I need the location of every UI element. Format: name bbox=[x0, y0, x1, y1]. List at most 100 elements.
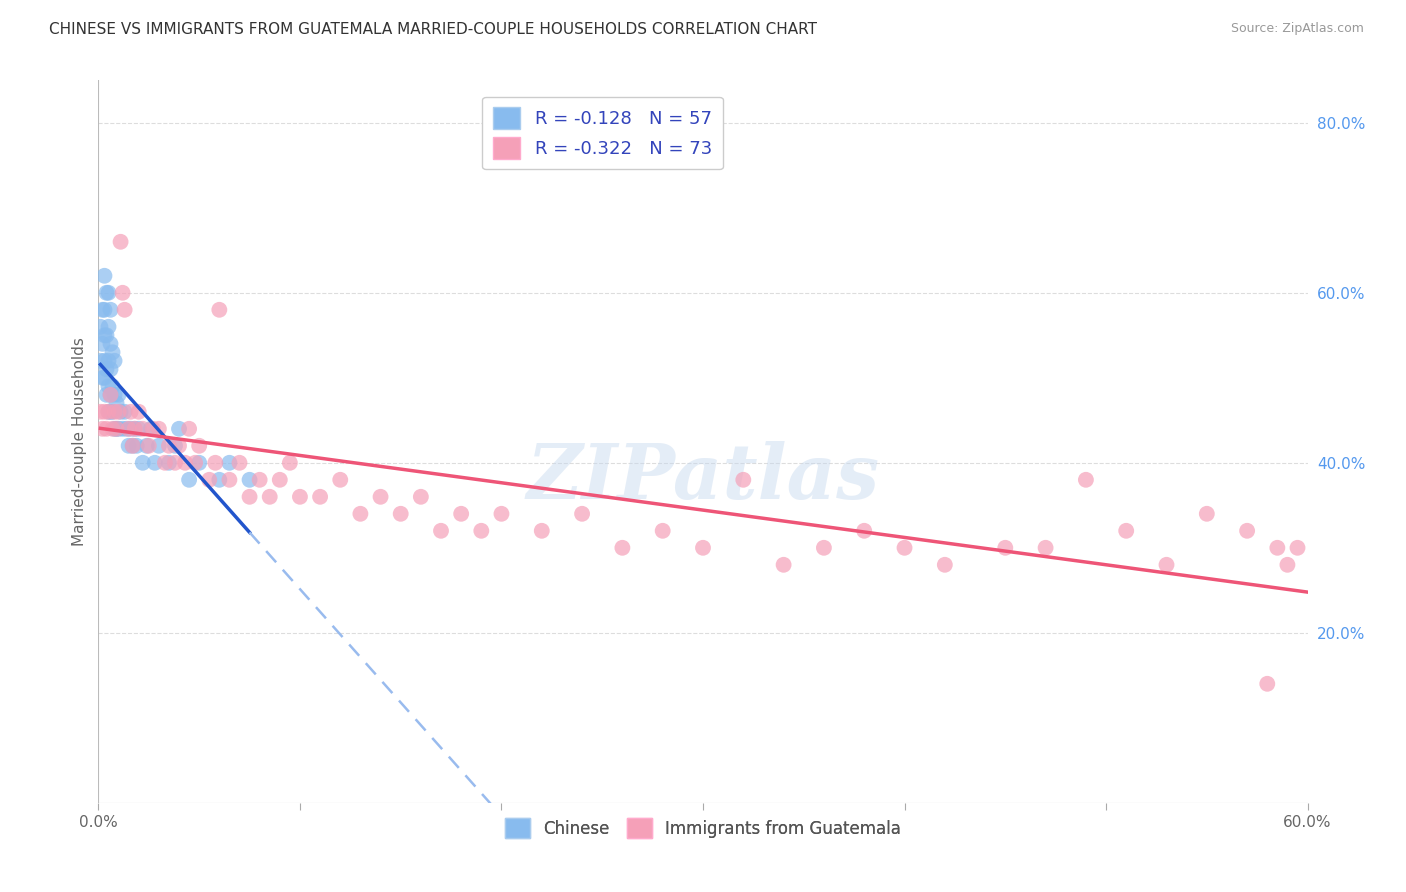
Point bbox=[167, 422, 190, 436]
Point bbox=[100, 302, 122, 317]
Point bbox=[96, 388, 118, 402]
Point bbox=[118, 439, 141, 453]
Point bbox=[107, 388, 129, 402]
Y-axis label: Married-couple Households: Married-couple Households bbox=[72, 337, 87, 546]
Point bbox=[409, 490, 432, 504]
Point bbox=[853, 524, 876, 538]
Point bbox=[89, 405, 111, 419]
Point bbox=[813, 541, 835, 555]
Point bbox=[1236, 524, 1258, 538]
Point bbox=[100, 388, 122, 402]
Point bbox=[111, 285, 134, 300]
Point bbox=[198, 473, 221, 487]
Point bbox=[163, 456, 186, 470]
Point bbox=[139, 422, 162, 436]
Point bbox=[103, 405, 125, 419]
Text: ZIPatlas: ZIPatlas bbox=[526, 441, 880, 515]
Point bbox=[103, 353, 125, 368]
Point bbox=[1156, 558, 1178, 572]
Point bbox=[218, 473, 240, 487]
Point bbox=[100, 336, 122, 351]
Point bbox=[93, 371, 115, 385]
Point bbox=[120, 405, 142, 419]
Point bbox=[110, 235, 132, 249]
Point bbox=[157, 456, 180, 470]
Point bbox=[142, 422, 165, 436]
Point bbox=[124, 422, 146, 436]
Point bbox=[105, 422, 128, 436]
Point bbox=[934, 558, 956, 572]
Point bbox=[114, 302, 136, 317]
Point bbox=[105, 396, 128, 410]
Point bbox=[120, 422, 142, 436]
Point bbox=[91, 302, 114, 317]
Point bbox=[105, 422, 128, 436]
Point bbox=[91, 371, 114, 385]
Point bbox=[309, 490, 332, 504]
Point bbox=[208, 302, 231, 317]
Point bbox=[1195, 507, 1218, 521]
Point bbox=[208, 473, 231, 487]
Point bbox=[101, 422, 124, 436]
Point bbox=[994, 541, 1017, 555]
Point bbox=[174, 456, 197, 470]
Point bbox=[692, 541, 714, 555]
Point bbox=[1115, 524, 1137, 538]
Point bbox=[491, 507, 513, 521]
Point bbox=[651, 524, 673, 538]
Point bbox=[93, 268, 115, 283]
Point bbox=[125, 439, 148, 453]
Point bbox=[103, 422, 125, 436]
Point bbox=[143, 456, 166, 470]
Point bbox=[96, 422, 118, 436]
Point bbox=[111, 422, 134, 436]
Point bbox=[115, 422, 138, 436]
Legend: Chinese, Immigrants from Guatemala: Chinese, Immigrants from Guatemala bbox=[499, 812, 907, 845]
Point bbox=[96, 362, 118, 376]
Point bbox=[1286, 541, 1309, 555]
Point bbox=[249, 473, 271, 487]
Point bbox=[124, 422, 146, 436]
Point bbox=[138, 439, 160, 453]
Point bbox=[103, 388, 125, 402]
Point bbox=[93, 328, 115, 343]
Point bbox=[450, 507, 472, 521]
Point bbox=[239, 473, 262, 487]
Point bbox=[157, 439, 180, 453]
Point bbox=[91, 336, 114, 351]
Point bbox=[148, 422, 170, 436]
Text: CHINESE VS IMMIGRANTS FROM GUATEMALA MARRIED-COUPLE HOUSEHOLDS CORRELATION CHART: CHINESE VS IMMIGRANTS FROM GUATEMALA MAR… bbox=[49, 22, 817, 37]
Point bbox=[118, 422, 141, 436]
Point bbox=[228, 456, 250, 470]
Point bbox=[153, 456, 176, 470]
Point bbox=[100, 362, 122, 376]
Point bbox=[107, 422, 129, 436]
Point bbox=[188, 456, 211, 470]
Point bbox=[329, 473, 352, 487]
Point bbox=[100, 388, 122, 402]
Point bbox=[179, 422, 201, 436]
Point bbox=[1035, 541, 1057, 555]
Point bbox=[269, 473, 291, 487]
Point bbox=[204, 456, 226, 470]
Point bbox=[97, 319, 120, 334]
Point bbox=[530, 524, 553, 538]
Point bbox=[132, 422, 155, 436]
Point bbox=[101, 379, 124, 393]
Point bbox=[612, 541, 634, 555]
Point bbox=[278, 456, 301, 470]
Point bbox=[128, 422, 150, 436]
Point bbox=[132, 456, 155, 470]
Point bbox=[184, 456, 207, 470]
Point bbox=[97, 405, 120, 419]
Point bbox=[470, 524, 492, 538]
Point bbox=[288, 490, 311, 504]
Point bbox=[259, 490, 281, 504]
Point bbox=[93, 405, 115, 419]
Point bbox=[121, 439, 143, 453]
Point bbox=[107, 405, 129, 419]
Point bbox=[128, 405, 150, 419]
Point bbox=[188, 439, 211, 453]
Point bbox=[121, 439, 143, 453]
Point bbox=[89, 319, 111, 334]
